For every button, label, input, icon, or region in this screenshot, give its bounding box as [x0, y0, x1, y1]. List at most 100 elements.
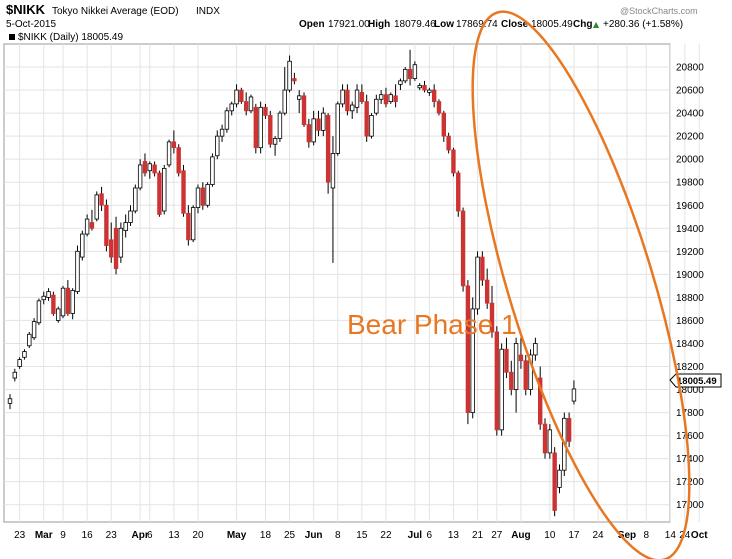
candle-body [118, 227, 124, 258]
candle-body [94, 194, 99, 220]
x-tick-label: Jul [408, 530, 423, 541]
candle [513, 337, 519, 413]
candle-body [205, 184, 210, 206]
candle [205, 182, 210, 208]
candle-body [518, 354, 524, 362]
candle [234, 84, 239, 108]
candle [128, 205, 133, 226]
candle [460, 207, 466, 292]
candle-body [378, 94, 384, 100]
candle-body [456, 172, 461, 212]
x-tick-label: 8 [335, 530, 341, 541]
open-value: 17921.00 [328, 19, 370, 30]
candle-body [219, 128, 225, 137]
legend-swatch-icon [9, 34, 15, 40]
candle-body [354, 89, 360, 108]
exchange-text: INDX [196, 6, 220, 17]
candle [494, 326, 500, 436]
candle [451, 147, 456, 177]
candle [7, 394, 13, 410]
candle [311, 110, 316, 146]
candle [27, 331, 32, 349]
candle-body [552, 452, 557, 511]
candle-body [316, 118, 321, 131]
candle [200, 182, 205, 210]
candle-body [65, 287, 71, 314]
candle-body [301, 95, 307, 126]
candle-body [31, 321, 37, 339]
candle-body [436, 101, 442, 114]
candle [475, 251, 480, 315]
chg-label: Chg [573, 19, 592, 30]
candle [282, 67, 287, 116]
x-tick-label: 22 [380, 530, 392, 541]
candle [65, 280, 71, 316]
candle-body [12, 371, 18, 379]
candle [489, 285, 495, 338]
y-axis: 1700017200174001760017800180001820018400… [676, 63, 704, 512]
candle-body [306, 124, 312, 143]
candle-body [427, 89, 432, 93]
candle [393, 84, 398, 108]
candle [518, 337, 524, 369]
candle [301, 92, 307, 127]
candle-body [70, 290, 75, 314]
candle-body [407, 68, 413, 79]
candle [417, 83, 422, 91]
candle-body [480, 256, 485, 281]
candle [296, 90, 302, 114]
candle-body [128, 210, 133, 223]
candle-body [22, 351, 27, 358]
candle [350, 101, 355, 119]
candle-body [451, 149, 456, 174]
x-tick-label: 24 [592, 530, 604, 541]
candle [195, 184, 201, 214]
candle-body [190, 207, 196, 241]
candle-body [292, 78, 297, 82]
candle [133, 184, 138, 214]
candle [181, 164, 186, 217]
y-tick-label: 17600 [676, 431, 704, 442]
candle-body [330, 153, 336, 189]
candle-body [109, 239, 114, 258]
close-label: Close [501, 19, 529, 30]
candle [84, 214, 90, 237]
candle-body [499, 348, 504, 431]
candle-body [166, 141, 172, 166]
candle-body [412, 64, 418, 79]
candle [364, 94, 369, 142]
candle-body [538, 377, 543, 425]
candle [166, 139, 172, 168]
x-tick-label: 20 [192, 530, 204, 541]
candle [398, 78, 403, 91]
candle-body [268, 115, 273, 145]
y-tick-label: 18400 [676, 339, 704, 350]
candle [456, 170, 461, 217]
candle [509, 360, 514, 396]
candle [436, 99, 442, 116]
candle-body [523, 360, 528, 390]
candle [248, 94, 254, 114]
candle [12, 368, 18, 382]
low-label: Low [434, 19, 454, 30]
candle [383, 87, 389, 108]
candle [56, 306, 61, 323]
x-tick-label: 10 [544, 530, 556, 541]
candle-body [403, 68, 408, 82]
candle-body [494, 331, 500, 431]
candle-body [133, 187, 138, 212]
x-tick-label: 15 [356, 530, 368, 541]
high-value: 18079.46 [394, 19, 436, 30]
price-tag-text: 18005.49 [677, 376, 717, 387]
candle [427, 87, 432, 96]
bear-phase-ellipse [471, 10, 691, 559]
candle [354, 84, 360, 114]
candle [272, 136, 278, 156]
annotation-text: Bear Phase 1 [347, 309, 517, 340]
candle [538, 366, 543, 430]
candle [17, 357, 22, 369]
candle-body [509, 371, 514, 390]
name-text: Tokyo Nikkei Average (EOD) [52, 6, 179, 17]
candle-body [99, 193, 104, 206]
